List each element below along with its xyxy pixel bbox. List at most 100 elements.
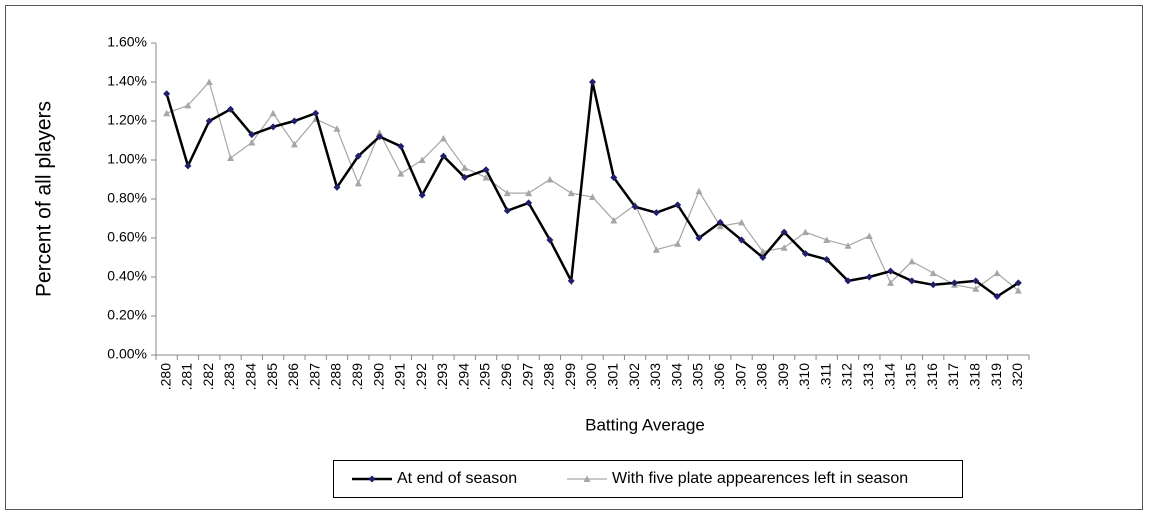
point [1014, 287, 1022, 294]
x-tick-label: .302 [626, 363, 642, 390]
point [844, 277, 852, 285]
point [248, 131, 256, 139]
x-tick-label: .283 [221, 363, 237, 390]
point [823, 236, 831, 243]
point [525, 189, 533, 197]
point [993, 269, 1001, 277]
x-tick-label: .301 [604, 363, 620, 390]
point [163, 90, 171, 98]
point [269, 109, 277, 117]
x-tick-label: .280 [157, 363, 173, 390]
y-tick-label: 0.20% [107, 307, 147, 323]
x-tick-label: .305 [690, 363, 706, 390]
x-tick-label: .284 [243, 363, 259, 390]
point [908, 277, 916, 285]
x-axis-title: Batting Average [585, 415, 705, 434]
point [461, 164, 469, 171]
x-tick-label: .288 [328, 363, 344, 390]
point [738, 218, 746, 226]
point [674, 201, 682, 209]
point [695, 187, 703, 195]
x-tick-label: .317 [945, 363, 961, 390]
y-tick-label: 0.40% [107, 268, 147, 284]
point [439, 135, 447, 142]
point [589, 193, 596, 201]
legend-box [333, 460, 963, 498]
y-tick-label: 1.60% [107, 34, 147, 50]
point [695, 234, 703, 242]
x-tick-label: .319 [988, 363, 1004, 390]
y-tick-label: 1.40% [107, 73, 147, 89]
y-tick-label: 1.20% [107, 112, 147, 128]
point [567, 277, 575, 285]
point [461, 174, 469, 182]
x-tick-label: .287 [306, 363, 322, 390]
x-tick-label: .290 [370, 363, 386, 390]
y-tick-label: 0.00% [107, 346, 147, 362]
y-axis-title: Percent of all players [33, 101, 56, 297]
point [482, 166, 490, 174]
x-tick-label: .296 [498, 363, 514, 390]
legend-marker [368, 475, 376, 483]
point [589, 78, 596, 86]
point [759, 248, 767, 255]
x-tick-label: .292 [413, 363, 429, 390]
point [503, 207, 511, 215]
point [397, 142, 405, 150]
point [950, 279, 958, 287]
point [290, 117, 298, 125]
point [227, 105, 235, 113]
point [269, 123, 277, 131]
x-tick-label: .310 [796, 363, 812, 390]
point [354, 179, 362, 187]
point [716, 218, 724, 226]
x-tick-label: .286 [285, 363, 301, 390]
point [205, 78, 213, 85]
x-tick-label: .314 [881, 363, 897, 390]
point [844, 242, 852, 249]
legend-label: At end of season [397, 470, 517, 487]
x-tick-label: .282 [200, 363, 216, 390]
point [205, 117, 213, 125]
point [376, 129, 384, 136]
x-tick-label: .318 [966, 363, 982, 390]
x-tick-label: .313 [860, 363, 876, 390]
point [674, 240, 682, 247]
point [333, 125, 341, 132]
point [972, 277, 980, 285]
point [908, 257, 916, 265]
y-tick-label: 0.60% [107, 229, 147, 245]
x-tick-label: .295 [477, 363, 493, 390]
point [780, 228, 788, 236]
x-tick-label: .281 [179, 363, 195, 390]
point [439, 152, 447, 160]
point [418, 156, 426, 163]
legend-label: With five plate appearences left in seas… [612, 470, 908, 487]
legend-marker [583, 475, 591, 482]
point [631, 203, 639, 211]
point [865, 273, 873, 281]
point [184, 101, 192, 109]
point [418, 191, 426, 199]
point [823, 255, 831, 263]
point [801, 228, 809, 236]
x-tick-label: .309 [775, 363, 791, 390]
x-tick-label: .312 [839, 363, 855, 390]
y-tick-label: 1.00% [107, 151, 147, 167]
point [652, 246, 660, 253]
point [397, 170, 405, 177]
x-tick-label: .293 [434, 363, 450, 390]
point [929, 269, 937, 277]
x-tick-label: .311 [817, 363, 833, 389]
point [972, 285, 980, 292]
point [567, 189, 575, 197]
point [738, 236, 746, 244]
point [482, 174, 490, 181]
point [652, 209, 660, 217]
point [333, 183, 341, 191]
point [993, 293, 1001, 300]
point [227, 154, 235, 162]
point [610, 216, 618, 224]
point [525, 199, 533, 207]
